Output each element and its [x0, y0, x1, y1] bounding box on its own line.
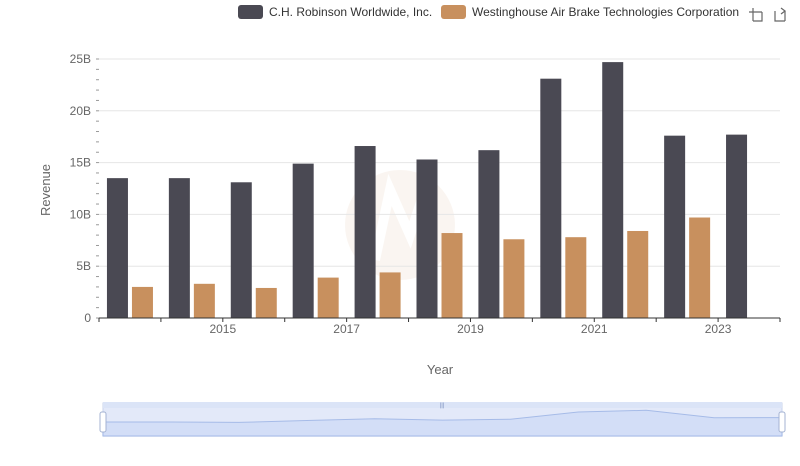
zoom-top-bar[interactable]: [103, 402, 782, 408]
bar-series-a[interactable]: [292, 163, 314, 318]
zoom-drag-grip-icon[interactable]: |||: [440, 403, 445, 409]
y-tick-label: 10B: [70, 207, 91, 221]
bar-series-a[interactable]: [540, 78, 562, 319]
legend: C.H. Robinson Worldwide, Inc. Westinghou…: [238, 5, 739, 19]
legend-label-series-b: Westinghouse Air Brake Technologies Corp…: [472, 5, 739, 19]
legend-swatch-series-b: [441, 5, 466, 19]
bars: [106, 62, 748, 319]
data-zoom-slider[interactable]: |||: [99, 402, 786, 437]
x-tick-label: 2015: [209, 322, 236, 336]
bar-series-b[interactable]: [317, 277, 339, 318]
x-tick-label: 2017: [333, 322, 360, 336]
bar-series-a[interactable]: [106, 178, 128, 318]
bar-series-b[interactable]: [441, 233, 463, 318]
bar-series-a[interactable]: [416, 159, 438, 318]
y-tick-label: 0: [84, 311, 91, 325]
zoom-select-icon[interactable]: [749, 8, 763, 22]
bar-series-b[interactable]: [627, 230, 649, 318]
y-axis-title: Revenue: [38, 164, 53, 216]
x-axis-title: Year: [427, 362, 454, 377]
bar-series-a[interactable]: [664, 135, 686, 318]
legend-label-series-a: C.H. Robinson Worldwide, Inc.: [269, 5, 432, 19]
y-tick-label: 15B: [70, 156, 91, 170]
restore-icon[interactable]: [774, 7, 786, 22]
legend-swatch-series-a: [238, 5, 263, 19]
bar-series-a[interactable]: [602, 62, 624, 318]
bar-series-b[interactable]: [193, 283, 215, 318]
zoom-selection[interactable]: [103, 408, 782, 436]
legend-item-series-a[interactable]: C.H. Robinson Worldwide, Inc.: [238, 5, 432, 19]
y-tick-label: 25B: [70, 52, 91, 66]
x-tick-label: 2021: [581, 322, 608, 336]
y-tick-label: 5B: [76, 259, 91, 273]
zoom-overview-area: [102, 409, 783, 437]
bar-series-a[interactable]: [726, 134, 748, 318]
zoom-handle-left[interactable]: [99, 411, 107, 433]
zoom-handle-right[interactable]: [778, 411, 786, 433]
bar-series-b[interactable]: [503, 239, 525, 318]
bar-series-b[interactable]: [131, 286, 153, 318]
bar-series-b[interactable]: [689, 217, 711, 318]
axes: 0 5B 10B 15B 20B 25B 2015 2017 2019 2021 2023: [70, 52, 781, 336]
bar-series-a[interactable]: [168, 178, 190, 318]
legend-item-series-b[interactable]: Westinghouse Air Brake Technologies Corp…: [441, 5, 739, 19]
y-tick-label: 20B: [70, 104, 91, 118]
bar-series-a[interactable]: [354, 146, 376, 318]
bar-series-b[interactable]: [565, 237, 587, 318]
bar-series-a[interactable]: [478, 150, 500, 318]
bar-series-b[interactable]: [379, 272, 401, 318]
x-tick-label: 2023: [705, 322, 732, 336]
bar-series-a[interactable]: [230, 182, 252, 318]
x-tick-label: 2019: [457, 322, 484, 336]
bar-series-b[interactable]: [255, 287, 277, 318]
